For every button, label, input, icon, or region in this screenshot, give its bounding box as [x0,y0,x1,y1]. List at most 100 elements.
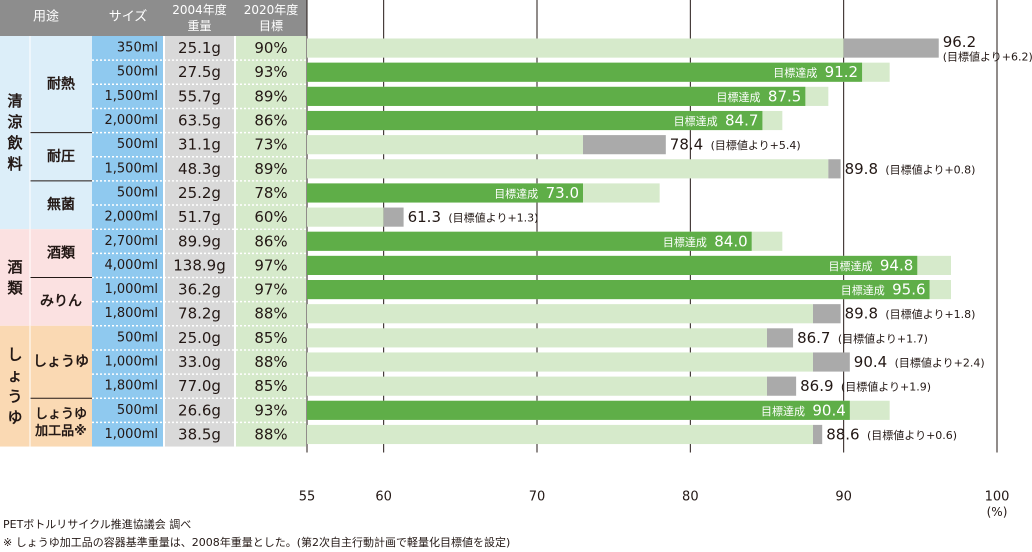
weight-cell: 33.0g [178,353,221,371]
target-bar [307,135,583,155]
bar-diff-label: (目標値より+0.8) [885,162,975,176]
subgroup-label: 耐圧 [47,148,75,165]
target-cell: 86% [254,232,287,250]
bar-diff-label: (目標値より+5.4) [711,138,801,152]
bar-value-label: 90.4 [812,401,845,419]
bar-diff-label: (目標値より+1.7) [838,331,928,345]
excess-bar [767,376,797,396]
x-tick-label: 100 [985,490,1010,505]
achieved-label: 目標達成 [717,90,761,104]
weight-cell: 25.0g [178,329,221,347]
target-cell: 90% [254,39,287,57]
target-cell: 97% [254,256,287,274]
bar-diff-label: (目標値より+0.6) [867,428,957,442]
group-label: 酒 [7,258,22,276]
size-cell: 1,500ml [105,161,159,176]
size-cell: 1,800ml [105,379,159,394]
weight-cell: 48.3g [178,160,221,178]
bar-diff-label: (目標値より+1.8) [885,307,975,321]
subgroup-label: 耐熱 [47,75,75,92]
group-label: う [7,388,22,406]
target-bar [307,159,829,179]
target-bar [307,304,813,324]
size-cell: 2,000ml [105,210,159,225]
excess-bar [767,328,794,348]
x-tick-label: 60 [375,490,392,505]
header-target-2020-sub: 目標 [259,19,283,33]
target-column-bg [235,36,307,447]
target-cell: 88% [254,353,287,371]
header-target-2020: 2020年度 [244,2,299,17]
bar-diff-label: (目標値より+1.3) [448,211,538,225]
subgroup-label: 無菌 [47,196,75,213]
footnote: ※ しょうゆ加工品の容器基準重量は、2008年重量とした。(第2次自主行動計画で… [3,536,511,549]
bar-value-label: 89.8 [845,160,878,178]
source-note: PETボトルリサイクル推進協議会 調べ [3,518,192,531]
group-label: 飲 [6,134,23,152]
excess-bar [843,38,939,58]
achieved-bar [307,280,930,300]
group-label: 涼 [7,113,22,131]
bar-value-label: 84.7 [725,112,758,130]
size-cell: 500ml [117,403,158,418]
size-cell: 500ml [117,185,158,200]
weight-cell: 78.2g [178,305,221,323]
bar-value-label: 87.5 [768,87,801,105]
target-cell: 97% [254,281,287,299]
achieved-bar [307,183,583,203]
target-bar [307,376,767,396]
excess-bar [813,424,823,445]
size-cell: 350ml [117,41,158,56]
target-cell: 73% [254,136,287,154]
group-bg [0,325,92,447]
weight-cell: 77.0g [178,377,221,395]
table-header-bg [0,0,307,36]
size-cell: 500ml [117,137,158,152]
weight-cell: 25.2g [178,184,221,202]
size-cell: 500ml [117,65,158,80]
bar-value-label: 88.6 [826,425,859,443]
bar-diff-label: (目標値より+2.4) [895,356,985,370]
weight-cell: 26.6g [178,401,221,419]
group-label: 清 [7,92,22,110]
group-label: ゆ [7,409,22,427]
target-cell: 89% [254,87,287,105]
bar-value-label: 61.3 [408,208,441,226]
target-bar [307,38,844,58]
weight-cell: 31.1g [178,136,221,154]
target-bar [307,352,813,372]
achieved-bar [307,255,918,275]
size-cell: 500ml [117,330,158,345]
target-cell: 60% [254,208,287,226]
target-cell: 88% [254,305,287,323]
group-label: 料 [7,155,22,173]
target-bar [307,207,384,227]
subgroup-label: 酒類 [47,245,76,261]
subgroup-label: みりん [40,294,82,310]
excess-bar [583,135,666,155]
subgroup-label: しょうゆ [35,407,87,422]
bar-value-label: 91.2 [825,63,858,81]
bar-value-label: 95.6 [892,281,925,299]
achieved-label: 目標達成 [494,186,538,200]
header-use: 用途 [33,9,59,25]
target-bar [307,328,767,348]
target-cell: 93% [254,63,287,81]
target-cell: 86% [254,112,287,130]
achieved-label: 目標達成 [828,259,872,273]
achieved-label: 目標達成 [761,404,805,418]
size-cell: 1,800ml [105,306,159,321]
weight-cell: 51.7g [178,208,221,226]
x-tick-label: 90 [835,490,852,505]
subgroup-label: しょうゆ [33,354,89,370]
size-cell: 1,000ml [105,282,159,297]
size-cell: 1,000ml [105,427,159,442]
weight-cell: 25.1g [178,39,221,57]
size-cell: 1,500ml [105,89,159,104]
bar-diff-label: (目標値より+6.2) [943,50,1032,64]
group-label: し [7,346,22,364]
target-cell: 89% [254,160,287,178]
bar-diff-label: (目標値より+1.9) [841,380,931,394]
excess-bar [828,159,841,179]
